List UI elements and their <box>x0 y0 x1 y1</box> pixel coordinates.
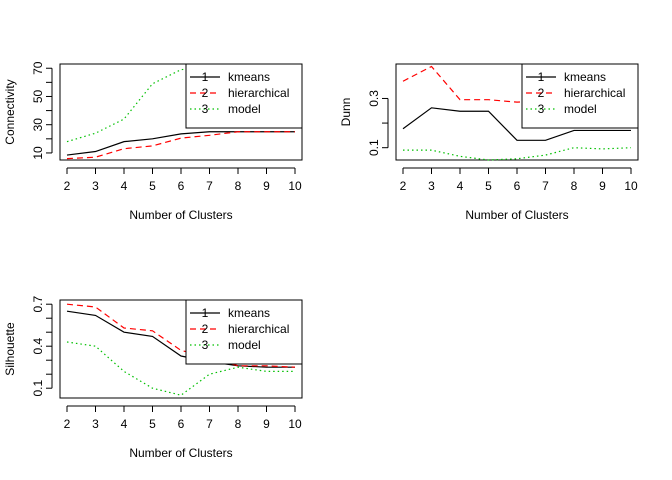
x-tick-label: 5 <box>485 179 492 193</box>
series-line-model <box>403 147 632 161</box>
x-tick-label: 8 <box>235 417 242 431</box>
y-tick-label: 0.1 <box>31 380 45 397</box>
series-line-kmeans <box>66 310 295 368</box>
x-tick-label: 4 <box>121 417 128 431</box>
y-tick-label: 0.7 <box>31 296 45 313</box>
x-tick-label: 6 <box>178 179 185 193</box>
legend-symbol: 1 <box>538 70 545 84</box>
legend-label: model <box>228 102 261 116</box>
x-tick-label: 5 <box>149 417 156 431</box>
series-line-kmeans <box>402 107 631 141</box>
legend-label: hierarchical <box>564 86 625 100</box>
series-line-model <box>66 341 295 396</box>
y-tick-label: 0.1 <box>367 139 381 156</box>
legend-label: kmeans <box>228 70 270 84</box>
series-line-hierarchical <box>66 303 296 368</box>
legend-box <box>185 299 303 365</box>
legend: 1 kmeans 2 hierarchical 3 model <box>185 299 303 365</box>
legend-symbol: 3 <box>202 338 209 352</box>
legend-label: kmeans <box>564 70 606 84</box>
x-tick-label: 3 <box>428 179 435 193</box>
x-tick-label: 6 <box>514 179 521 193</box>
y-tick-label: 10 <box>31 146 45 160</box>
x-tick-label: 2 <box>64 417 71 431</box>
x-tick-label: 10 <box>624 179 638 193</box>
legend-symbol: 2 <box>202 322 209 336</box>
legend-box <box>185 63 303 129</box>
x-axis-title: Number of Clusters <box>465 208 568 222</box>
x-tick-label: 4 <box>457 179 464 193</box>
x-tick-label: 2 <box>64 179 71 193</box>
series-line-hierarchical <box>66 131 295 160</box>
x-tick-label: 7 <box>542 179 549 193</box>
x-tick-label: 6 <box>178 417 185 431</box>
legend-label: kmeans <box>228 306 270 320</box>
x-tick-label: 7 <box>206 417 213 431</box>
legend-label: hierarchical <box>228 86 289 100</box>
x-tick-label: 8 <box>235 179 242 193</box>
legend-symbol: 2 <box>538 86 545 100</box>
x-tick-label: 9 <box>263 417 270 431</box>
legend-symbol: 3 <box>538 102 545 116</box>
y-tick-label: 0.4 <box>31 338 45 355</box>
legend: 1 kmeans 2 hierarchical 3 model <box>521 63 639 129</box>
legend-symbol: 2 <box>202 86 209 100</box>
x-axis-title: Number of Clusters <box>129 208 232 222</box>
x-tick-label: 10 <box>288 417 302 431</box>
legend-label: model <box>564 102 597 116</box>
y-tick-label: 50 <box>31 89 45 103</box>
y-tick-label: 70 <box>31 61 45 75</box>
x-tick-label: 9 <box>263 179 270 193</box>
legend: 1 kmeans 2 hierarchical 3 model <box>185 63 303 129</box>
y-tick-label: 30 <box>31 118 45 132</box>
x-tick-label: 10 <box>288 179 302 193</box>
chart-panel-0: 2 3 4 5 6 7 8 9 10 10 30 50 70 Number of Clusters Conn… <box>3 61 303 222</box>
legend-box <box>521 63 639 129</box>
chart-panel-1: 2 3 4 5 6 7 8 9 10 0.1 0.3 Number of Clusters Dunn 1 k… <box>339 63 639 222</box>
legend-label: hierarchical <box>228 322 289 336</box>
y-axis-title: Connectivity <box>3 79 17 144</box>
legend-symbol: 1 <box>202 306 209 320</box>
x-tick-label: 5 <box>149 179 156 193</box>
legend-label: model <box>228 338 261 352</box>
x-tick-label: 3 <box>92 417 99 431</box>
x-tick-label: 8 <box>571 179 578 193</box>
legend-symbol: 3 <box>202 102 209 116</box>
legend-symbol: 1 <box>202 70 209 84</box>
series-line-kmeans <box>66 131 295 156</box>
x-tick-label: 9 <box>599 179 606 193</box>
chart-panel-2: 2 3 4 5 6 7 8 9 10 0.1 0.4 0.7 Number of Clusters Sil… <box>3 296 303 460</box>
x-tick-label: 7 <box>206 179 213 193</box>
x-axis-title: Number of Clusters <box>129 446 232 460</box>
x-tick-label: 3 <box>92 179 99 193</box>
series-line-hierarchical <box>402 65 631 103</box>
x-tick-label: 2 <box>400 179 407 193</box>
y-tick-label: 0.3 <box>367 90 381 107</box>
y-axis-title: Silhouette <box>3 322 17 376</box>
x-tick-label: 4 <box>121 179 128 193</box>
y-axis-title: Dunn <box>339 98 353 127</box>
